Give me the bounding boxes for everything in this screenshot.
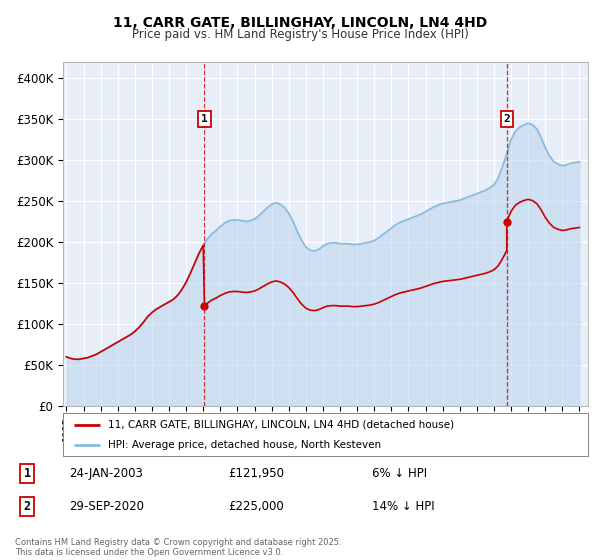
Text: Price paid vs. HM Land Registry's House Price Index (HPI): Price paid vs. HM Land Registry's House … xyxy=(131,28,469,41)
Text: 14% ↓ HPI: 14% ↓ HPI xyxy=(372,500,434,514)
Text: 29-SEP-2020: 29-SEP-2020 xyxy=(69,500,144,514)
Text: 6% ↓ HPI: 6% ↓ HPI xyxy=(372,466,427,480)
Text: HPI: Average price, detached house, North Kesteven: HPI: Average price, detached house, Nort… xyxy=(107,440,381,450)
Text: 1: 1 xyxy=(201,114,208,124)
Text: £225,000: £225,000 xyxy=(228,500,284,514)
Text: 2: 2 xyxy=(23,500,31,514)
Text: 1: 1 xyxy=(23,466,31,480)
Text: 24-JAN-2003: 24-JAN-2003 xyxy=(69,466,143,480)
Text: 11, CARR GATE, BILLINGHAY, LINCOLN, LN4 4HD: 11, CARR GATE, BILLINGHAY, LINCOLN, LN4 … xyxy=(113,16,487,30)
Text: Contains HM Land Registry data © Crown copyright and database right 2025.
This d: Contains HM Land Registry data © Crown c… xyxy=(15,538,341,557)
Text: £121,950: £121,950 xyxy=(228,466,284,480)
Text: 11, CARR GATE, BILLINGHAY, LINCOLN, LN4 4HD (detached house): 11, CARR GATE, BILLINGHAY, LINCOLN, LN4 … xyxy=(107,419,454,430)
Text: 2: 2 xyxy=(503,114,510,124)
